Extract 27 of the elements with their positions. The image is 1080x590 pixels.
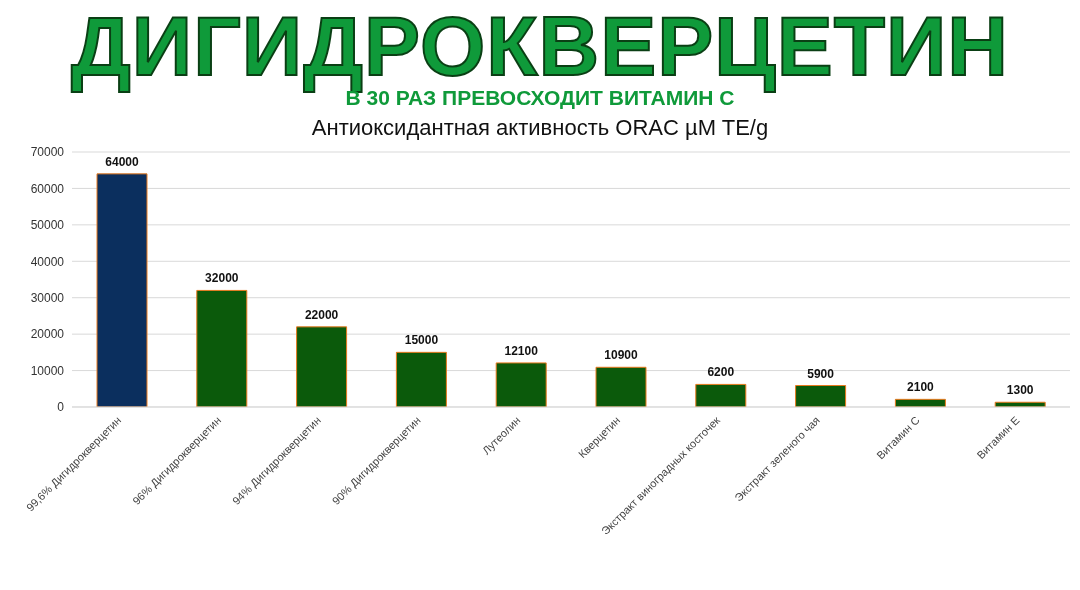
y-tick-label: 20000 xyxy=(30,327,65,342)
data-label: 1300 xyxy=(1006,383,1034,398)
data-label: 6200 xyxy=(707,365,735,380)
data-label: 5900 xyxy=(807,366,835,381)
bar xyxy=(96,173,148,407)
y-tick-label: 0 xyxy=(57,400,65,415)
text: Антиоксидантная активность ORAC µM TE/g xyxy=(310,114,770,142)
bar xyxy=(595,366,647,407)
y-tick-label: 10000 xyxy=(30,363,65,378)
bar xyxy=(795,385,847,407)
data-label: 15000 xyxy=(404,333,439,348)
y-tick-label: 30000 xyxy=(30,290,65,305)
y-tick-label: 70000 xyxy=(30,145,65,160)
bar xyxy=(395,351,447,407)
bar xyxy=(296,326,348,407)
data-label: 32000 xyxy=(205,271,239,286)
bar xyxy=(196,289,248,407)
data-label: 64000 xyxy=(105,154,140,169)
y-tick-label: 40000 xyxy=(30,254,65,269)
bar xyxy=(695,383,747,407)
data-label: 2100 xyxy=(907,380,935,395)
y-tick-label: 60000 xyxy=(30,181,65,196)
y-tick-label: 50000 xyxy=(30,218,65,233)
data-label: 22000 xyxy=(304,307,339,322)
data-label: 10900 xyxy=(604,348,639,363)
bar xyxy=(495,362,547,407)
data-label: 12100 xyxy=(504,343,539,358)
